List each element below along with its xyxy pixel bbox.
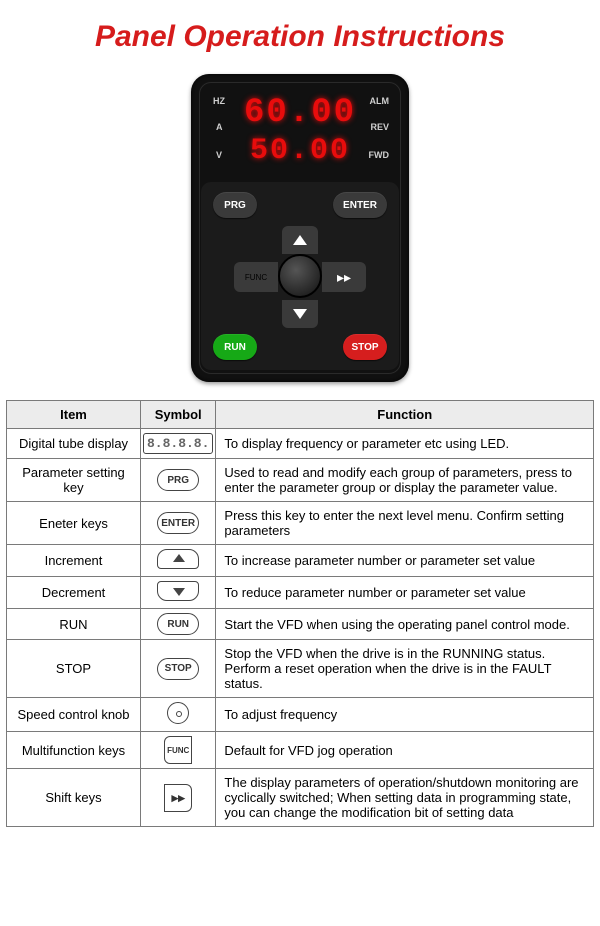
table-row: RUN RUN Start the VFD when using the opera…	[7, 609, 594, 640]
table-row: Eneter keys ENTER Press this key to enter …	[7, 502, 594, 545]
up-arrow-icon	[157, 549, 199, 569]
prg-button[interactable]: PRG	[213, 192, 257, 218]
cell-item: Decrement	[7, 577, 141, 609]
label-hz: HZ	[213, 96, 225, 106]
cell-symbol: ▸▸	[141, 769, 216, 827]
key-symbol-icon: ENTER	[157, 512, 199, 534]
stop-button[interactable]: STOP	[343, 334, 387, 360]
knob-icon	[167, 702, 189, 724]
cell-item: Parameter setting key	[7, 459, 141, 502]
cell-function: Used to read and modify each group of pa…	[216, 459, 594, 502]
table-row: Shift keys ▸▸ The display parameters of op…	[7, 769, 594, 827]
run-button[interactable]: RUN	[213, 334, 257, 360]
table-header-row: Item Symbol Function	[7, 401, 594, 429]
cell-function: Press this key to enter the next level m…	[216, 502, 594, 545]
cell-item: Eneter keys	[7, 502, 141, 545]
cell-item: Speed control knob	[7, 698, 141, 732]
cell-function: To adjust frequency	[216, 698, 594, 732]
cell-function: Stop the VFD when the drive is in the RU…	[216, 640, 594, 698]
table-row: Parameter setting key PRG Used to read and…	[7, 459, 594, 502]
panel-container: HZ A V ALM REV FWD 60.00 50.00 PRG ENTER…	[0, 64, 600, 400]
shift-button[interactable]: ▸▸	[322, 262, 366, 292]
key-symbol-icon: RUN	[157, 613, 199, 635]
up-arrow-icon	[293, 235, 307, 245]
cell-symbol: ENTER	[141, 502, 216, 545]
shift-key-icon: ▸▸	[164, 784, 192, 812]
key-symbol-icon: STOP	[157, 658, 199, 680]
table-row: Digital tube display8.8.8.8.To display f…	[7, 429, 594, 459]
cell-symbol: RUN	[141, 609, 216, 640]
header-item: Item	[7, 401, 141, 429]
cell-function: Start the VFD when using the operating p…	[216, 609, 594, 640]
dpad: FUNC ▸▸	[234, 226, 366, 328]
cell-symbol: 8.8.8.8.	[141, 429, 216, 459]
control-panel: HZ A V ALM REV FWD 60.00 50.00 PRG ENTER…	[191, 74, 409, 382]
keypad: PRG ENTER FUNC ▸▸ RUN STOP	[201, 182, 399, 370]
cell-item: STOP	[7, 640, 141, 698]
cell-symbol: STOP	[141, 640, 216, 698]
speed-knob[interactable]	[278, 254, 322, 298]
cell-function: The display parameters of operation/shut…	[216, 769, 594, 827]
down-button[interactable]	[282, 300, 318, 328]
func-key-icon: FUNC	[164, 736, 192, 764]
cell-function: To increase parameter number or paramete…	[216, 545, 594, 577]
func-button[interactable]: FUNC	[234, 262, 278, 292]
cell-symbol: PRG	[141, 459, 216, 502]
led-readout-2: 50.00	[250, 134, 350, 168]
label-v: V	[216, 150, 222, 160]
enter-button[interactable]: ENTER	[333, 192, 387, 218]
page-title: Panel Operation Instructions	[0, 0, 600, 64]
table-row: Speed control knob To adjust frequency	[7, 698, 594, 732]
up-button[interactable]	[282, 226, 318, 254]
led-readout-1: 60.00	[244, 94, 356, 132]
label-alm: ALM	[370, 96, 390, 106]
cell-item: Shift keys	[7, 769, 141, 827]
seg-display-icon: 8.8.8.8.	[143, 433, 213, 454]
cell-item: Multifunction keys	[7, 732, 141, 769]
cell-item: Increment	[7, 545, 141, 577]
header-symbol: Symbol	[141, 401, 216, 429]
cell-symbol	[141, 698, 216, 732]
label-a: A	[216, 122, 223, 132]
instructions-table: Item Symbol Function Digital tube displa…	[6, 400, 594, 827]
table-row: STOP STOP Stop the VFD when the drive is i…	[7, 640, 594, 698]
table-row: Decrement To reduce parameter number or p…	[7, 577, 594, 609]
key-symbol-icon: PRG	[157, 469, 199, 491]
cell-symbol	[141, 545, 216, 577]
label-rev: REV	[370, 122, 389, 132]
down-arrow-icon	[293, 309, 307, 319]
table-row: Multifunction keys FUNC Default for VFD jo…	[7, 732, 594, 769]
table-row: Increment To increase parameter number or…	[7, 545, 594, 577]
cell-function: To reduce parameter number or parameter …	[216, 577, 594, 609]
cell-item: RUN	[7, 609, 141, 640]
label-fwd: FWD	[369, 150, 390, 160]
forward-icon: ▸▸	[337, 270, 351, 284]
down-arrow-icon	[157, 581, 199, 601]
cell-function: To display frequency or parameter etc us…	[216, 429, 594, 459]
cell-symbol	[141, 577, 216, 609]
cell-function: Default for VFD jog operation	[216, 732, 594, 769]
header-function: Function	[216, 401, 594, 429]
cell-item: Digital tube display	[7, 429, 141, 459]
cell-symbol: FUNC	[141, 732, 216, 769]
